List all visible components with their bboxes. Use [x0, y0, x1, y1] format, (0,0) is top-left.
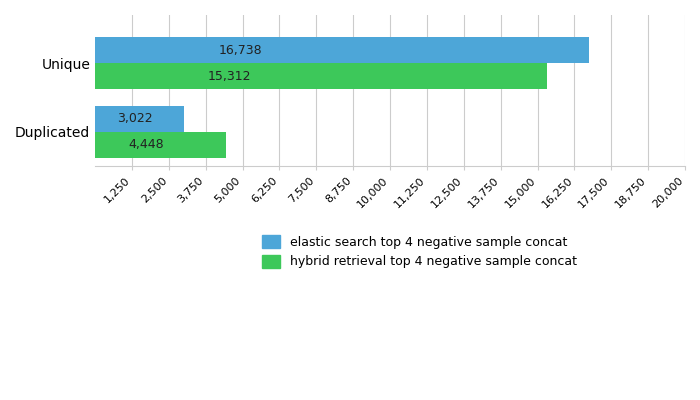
- Text: 15,312: 15,312: [208, 70, 251, 83]
- Bar: [95, 37, 589, 63]
- Legend: elastic search top 4 negative sample concat, hybrid retrieval top 4 negative sam: elastic search top 4 negative sample con…: [257, 230, 582, 274]
- Text: 16,738: 16,738: [218, 44, 262, 56]
- Text: 4,448: 4,448: [128, 138, 164, 152]
- Bar: [95, 106, 184, 132]
- Text: 3,022: 3,022: [118, 112, 153, 125]
- Bar: [95, 63, 547, 89]
- Bar: [95, 132, 226, 158]
